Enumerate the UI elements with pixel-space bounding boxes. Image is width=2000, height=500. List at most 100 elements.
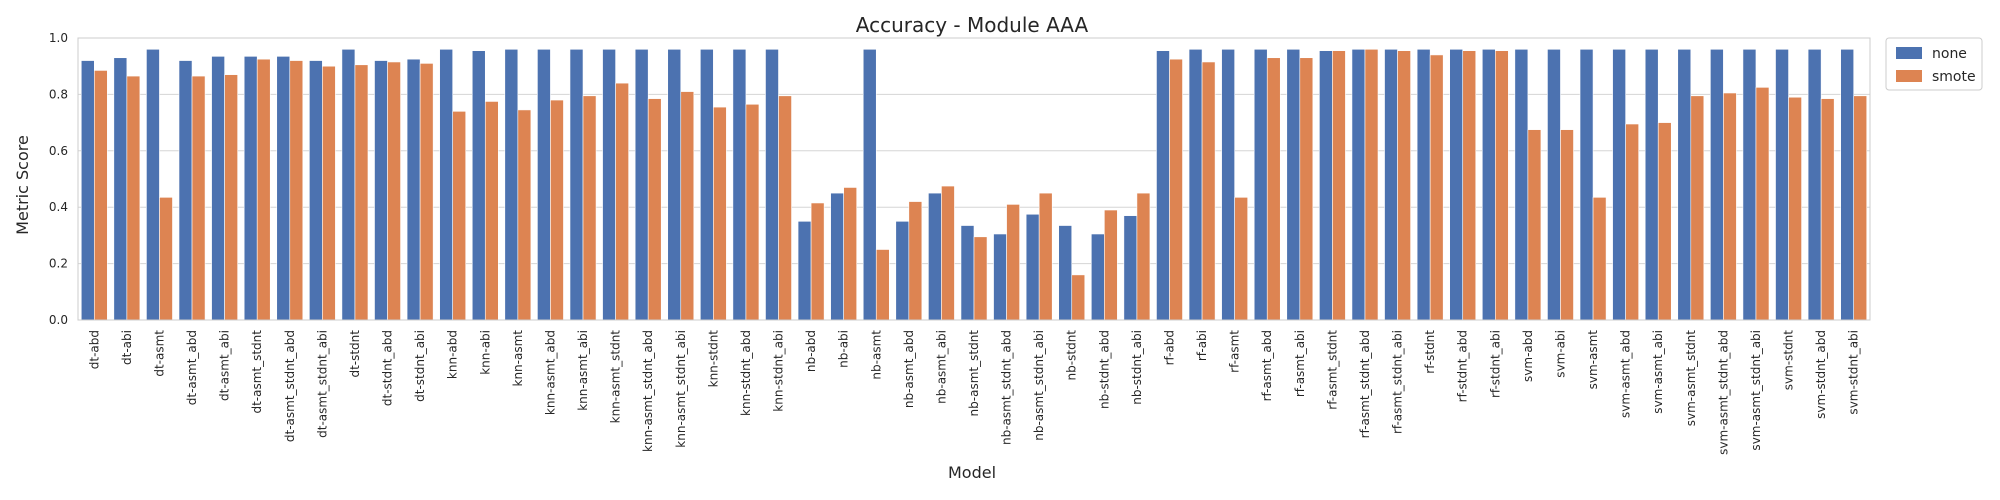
x-axis-label: Model <box>948 463 996 482</box>
bar-smote <box>191 75 206 321</box>
bar-smote <box>1723 92 1737 321</box>
x-tick-label: knn-asmt_stdnt_abd <box>641 330 655 452</box>
bar-none <box>830 192 844 321</box>
bar-smote <box>550 99 564 321</box>
bar-none <box>1123 215 1138 321</box>
x-tick-label: rf-asmt <box>1228 330 1242 373</box>
bar-none <box>862 48 877 321</box>
bar-smote <box>875 249 890 321</box>
bar-none <box>146 48 160 321</box>
bar-smote <box>615 82 629 321</box>
bar-none <box>1025 213 1040 321</box>
legend-swatch-smote <box>1896 70 1922 82</box>
x-tick-label: dt-stdnt_abd <box>381 330 395 406</box>
x-tick-label: rf-abd <box>1162 330 1176 365</box>
bar-none <box>406 58 421 321</box>
bar-smote <box>452 111 467 321</box>
x-tick-label: svm-abi <box>1553 330 1567 378</box>
bar-none <box>1286 48 1301 321</box>
x-tick-label: rf-asmt_abd <box>1260 330 1274 401</box>
x-tick-label: knn-asmt_abd <box>543 330 557 415</box>
x-tick-label: rf-stdnt <box>1423 330 1437 374</box>
bar-smote <box>1820 98 1835 321</box>
bar-none <box>1221 48 1235 321</box>
bar-none <box>1058 225 1073 321</box>
bar-none <box>667 48 682 321</box>
x-tick-label: dt-asmt_abd <box>185 330 199 405</box>
x-tick-label: nb-asmt_abi <box>934 330 948 404</box>
bar-none <box>634 48 649 321</box>
bars <box>80 48 1868 321</box>
bar-smote <box>810 202 825 321</box>
bar-none <box>80 60 95 321</box>
bar-none <box>1612 48 1626 321</box>
x-tick-label: nb-stdnt <box>1065 330 1079 381</box>
y-tick-label: 1.0 <box>49 31 68 45</box>
bar-smote <box>1364 48 1379 321</box>
x-tick-label: svm-asmt <box>1586 330 1600 390</box>
bar-none <box>504 48 519 321</box>
bar-none <box>797 221 812 321</box>
bar-smote <box>419 63 434 321</box>
bar-none <box>1579 48 1594 321</box>
bar-smote <box>647 98 662 321</box>
bar-smote <box>778 95 792 321</box>
bar-none <box>1416 48 1431 321</box>
bar-smote <box>126 75 141 321</box>
x-tick-label: dt-asmt_stdnt_abd <box>283 330 297 442</box>
bar-none <box>895 221 910 321</box>
bar-smote <box>1560 129 1574 321</box>
bar-smote <box>159 197 173 321</box>
bar-none <box>1840 48 1855 321</box>
bar-smote <box>224 74 238 321</box>
bar-none <box>113 57 128 321</box>
bar-none <box>1677 48 1692 321</box>
bar-smote <box>1006 204 1020 321</box>
bar-smote <box>1853 95 1868 321</box>
bar-none <box>700 48 714 321</box>
bar-none <box>276 56 291 321</box>
legend-label-none: none <box>1932 46 1967 62</box>
bar-none <box>1481 48 1496 321</box>
bar-none <box>1253 48 1268 321</box>
x-tick-label: knn-stdnt <box>706 330 720 388</box>
bar-smote <box>1429 54 1444 321</box>
x-tick-label: svm-asmt_abi <box>1651 330 1665 414</box>
y-axis-label: Metric Score <box>13 135 32 235</box>
x-tick-label: rf-asmt_abi <box>1293 330 1307 397</box>
x-tick-label: rf-asmt_stdnt <box>1325 330 1339 410</box>
y-tick-label: 0.8 <box>49 87 68 101</box>
x-tick-label: dt-asmt <box>152 330 166 377</box>
x-tick-label: svm-asmt_stdnt_abd <box>1716 330 1730 455</box>
x-tick-label: knn-stdnt_abi <box>772 330 786 412</box>
bar-smote <box>1266 57 1281 321</box>
x-tick-label: svm-asmt_stdnt <box>1684 330 1698 427</box>
bar-none <box>341 48 356 321</box>
bar-smote <box>1397 50 1411 321</box>
x-tick-label: rf-abi <box>1195 330 1209 361</box>
bar-none <box>569 48 584 321</box>
x-tick-label: nb-asmt_abd <box>902 330 916 408</box>
y-tick-label: 0.0 <box>49 313 68 327</box>
x-tick-label: nb-abi <box>837 330 851 368</box>
x-tick-label: knn-asmt_stdnt_abi <box>674 330 688 448</box>
bar-none <box>1807 48 1822 321</box>
y-tick-labels: 0.0 0.2 0.4 0.6 0.8 1.0 <box>49 31 68 327</box>
bar-smote <box>1657 122 1672 321</box>
bar-smote <box>843 187 858 321</box>
bar-smote <box>1332 50 1346 321</box>
bar-smote <box>93 70 108 321</box>
bar-smote <box>1299 57 1314 321</box>
bar-smote <box>908 201 923 321</box>
bar-smote <box>289 60 304 321</box>
legend: none smote <box>1885 37 1983 91</box>
bar-smote <box>745 103 760 321</box>
x-tick-label: knn-stdnt_abd <box>739 330 753 416</box>
y-tick-label: 0.6 <box>49 144 68 158</box>
bar-none <box>1710 48 1724 321</box>
bar-none <box>211 56 225 321</box>
bar-none <box>993 233 1007 321</box>
bar-none <box>602 48 616 321</box>
bar-none <box>374 60 388 321</box>
bar-none <box>1775 48 1789 321</box>
